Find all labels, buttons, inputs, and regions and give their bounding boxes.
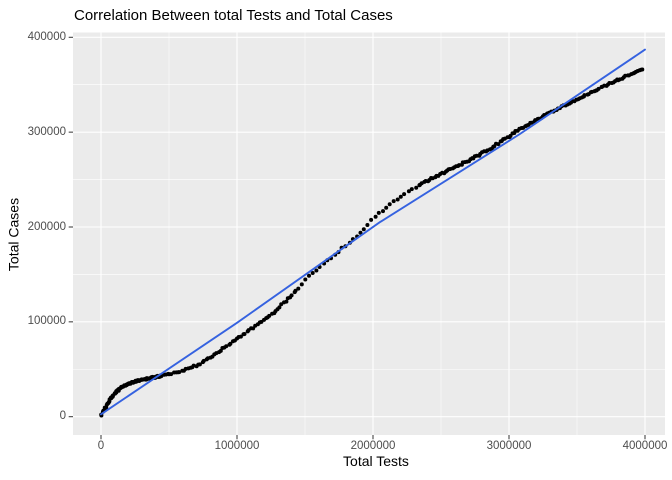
x-tick-label: 4000000 <box>622 440 668 452</box>
y-tick-label: 0 <box>59 410 66 423</box>
x-tick-label: 1000000 <box>214 440 260 452</box>
tick-marks <box>68 36 646 440</box>
major-gridlines <box>73 32 665 435</box>
trend-line <box>100 48 646 416</box>
y-tick-label: 400000 <box>27 30 66 43</box>
x-tick-label: 3000000 <box>486 440 532 452</box>
x-axis-title: Total Tests <box>343 453 409 469</box>
x-tick-label: 0 <box>97 440 105 452</box>
chart-title: Correlation Between total Tests and Tota… <box>74 7 393 24</box>
y-tick-label: 100000 <box>27 315 66 328</box>
y-axis-title: Total Cases <box>5 197 22 272</box>
y-tick-label: 300000 <box>27 125 66 138</box>
x-tick-label: 2000000 <box>350 440 396 452</box>
y-tick-label: 200000 <box>27 220 66 233</box>
panel-background <box>73 32 665 435</box>
